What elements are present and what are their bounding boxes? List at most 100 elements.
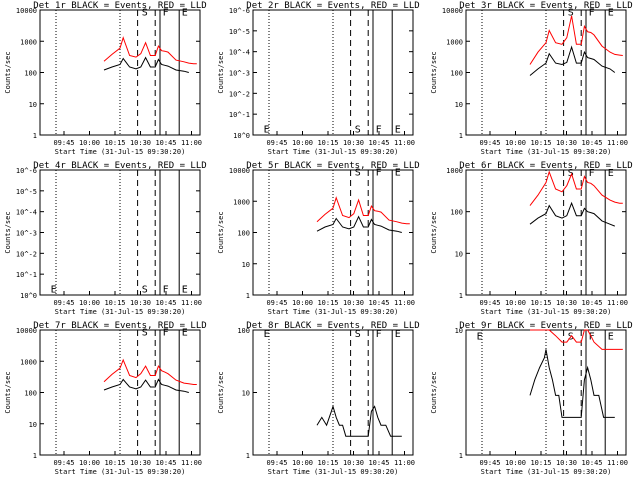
x-tick-label: 10:15 <box>530 459 551 467</box>
x-tick-label: 10:00 <box>79 139 100 147</box>
x-tick-label: 09:45 <box>266 459 287 467</box>
x-tick-label: 10:45 <box>581 459 602 467</box>
x-tick-label: 10:00 <box>292 139 313 147</box>
y-tick-label: 10000 <box>16 7 37 15</box>
marker-label-e: E <box>608 7 614 18</box>
marker-label-e: E <box>395 329 401 340</box>
y-tick-label: 10 <box>242 390 250 398</box>
x-tick-label: 09:45 <box>266 139 287 147</box>
panel-title: Det 1r BLACK = Events, RED = LLD <box>33 1 206 11</box>
y-tick-label: 10 <box>29 101 37 109</box>
series-lld <box>530 329 623 350</box>
x-tick-label: 10:15 <box>317 299 338 307</box>
detector-panel-2: Det 2r BLACK = Events, RED = LLD 10^0 10^-… <box>217 1 420 156</box>
marker-label-f: F <box>163 285 169 296</box>
y-tick-label: 10^-1 <box>229 111 250 119</box>
y-axis-label: Counts/sec <box>217 211 225 253</box>
y-tick-label: 1 <box>459 132 463 140</box>
y-tick-label: 100 <box>24 70 37 78</box>
y-tick-label: 100 <box>237 230 250 238</box>
x-tick-label: 09:45 <box>479 459 500 467</box>
marker-label-e: E <box>608 168 614 179</box>
y-tick-label: 1000 <box>20 358 37 366</box>
x-tick-label: 10:15 <box>317 459 338 467</box>
x-tick-label: 09:45 <box>266 299 287 307</box>
x-tick-label: 10:45 <box>155 459 176 467</box>
y-tick-label: 10^-5 <box>16 188 37 196</box>
x-tick-label: 09:45 <box>53 459 74 467</box>
y-tick-label: 10^-4 <box>229 49 250 57</box>
x-tick-label: 10:30 <box>556 299 577 307</box>
y-tick-label: 100 <box>450 209 463 217</box>
detector-panel-7: Det 7r BLACK = Events, RED = LLD 1 10 100 10… <box>4 321 207 476</box>
x-tick-label: 10:30 <box>556 139 577 147</box>
series-events <box>529 201 615 227</box>
x-axis-label: Start Time (31-Jul-15 09:30:20) <box>55 468 186 476</box>
panel-title: Det 2r BLACK = Events, RED = LLD <box>246 1 419 11</box>
x-tick-label: 10:30 <box>556 459 577 467</box>
panel-title: Det 6r BLACK = Events, RED = LLD <box>459 161 632 171</box>
marker-label-e: E <box>477 332 483 343</box>
marker-label-f: F <box>376 125 382 136</box>
y-tick-label: 1000 <box>233 198 250 206</box>
x-tick-label: 10:30 <box>343 459 364 467</box>
detector-panel-6: Det 6r BLACK = Events, RED = LLD 1 10 100 10… <box>430 161 633 316</box>
detector-panel-4: Det 4r BLACK = Events, RED = LLD 10^0 10^-… <box>4 161 207 316</box>
x-tick-label: 10:30 <box>130 459 151 467</box>
series-lld <box>103 358 197 385</box>
y-tick-label: 1 <box>33 132 37 140</box>
y-tick-label: 10^-5 <box>229 28 250 36</box>
x-tick-label: 11:00 <box>394 459 415 467</box>
marker-label-e: E <box>182 7 188 18</box>
marker-label-s: S <box>355 125 361 136</box>
series-events <box>103 56 189 73</box>
y-tick-label: 10000 <box>16 327 37 335</box>
y-axis-label: Counts/sec <box>430 51 438 93</box>
x-tick-label: 09:45 <box>53 299 74 307</box>
marker-label-f: F <box>163 327 169 338</box>
x-tick-label: 10:15 <box>317 139 338 147</box>
marker-label-s: S <box>568 168 574 179</box>
y-tick-label: 1000 <box>446 38 463 46</box>
x-axis-label: Start Time (31-Jul-15 09:30:20) <box>55 148 186 156</box>
detector-panel-9: Det 9r BLACK = Events, RED = LLD 1 10 Count… <box>430 321 633 476</box>
y-axis-label: Counts/sec <box>4 371 12 413</box>
y-tick-label: 10^0 <box>20 292 37 300</box>
x-axis-label: Start Time (31-Jul-15 09:30:20) <box>268 308 399 316</box>
x-tick-label: 10:15 <box>104 139 125 147</box>
marker-label-e: E <box>51 285 57 296</box>
y-axis-label: Counts/sec <box>430 211 438 253</box>
x-tick-label: 10:45 <box>368 139 389 147</box>
series-lld <box>103 36 197 65</box>
x-axis-label: Start Time (31-Jul-15 09:30:20) <box>268 148 399 156</box>
x-tick-label: 10:45 <box>581 299 602 307</box>
y-tick-label: 10^-1 <box>16 271 37 279</box>
x-tick-label: 10:45 <box>155 139 176 147</box>
y-tick-label: 10 <box>455 327 463 335</box>
x-tick-label: 10:30 <box>343 139 364 147</box>
panel-title: Det 5r BLACK = Events, RED = LLD <box>246 161 419 171</box>
y-tick-label: 10^-4 <box>16 209 37 217</box>
y-tick-label: 1 <box>33 452 37 460</box>
y-tick-label: 10000 <box>229 167 250 175</box>
x-tick-label: 10:00 <box>292 459 313 467</box>
x-tick-label: 11:00 <box>607 459 628 467</box>
x-tick-label: 10:45 <box>581 139 602 147</box>
x-tick-label: 11:00 <box>394 139 415 147</box>
panel-title: Det 4r BLACK = Events, RED = LLD <box>33 161 206 171</box>
x-tick-label: 10:00 <box>79 299 100 307</box>
y-tick-label: 1 <box>246 292 250 300</box>
series-events <box>103 378 189 393</box>
x-tick-label: 10:00 <box>292 299 313 307</box>
y-tick-label: 1 <box>246 452 250 460</box>
x-axis-label: Start Time (31-Jul-15 09:30:20) <box>481 308 612 316</box>
y-axis-label: Counts/sec <box>4 211 12 253</box>
panel-title: Det 9r BLACK = Events, RED = LLD <box>459 321 632 331</box>
x-tick-label: 11:00 <box>181 299 202 307</box>
marker-label-s: S <box>142 327 148 338</box>
marker-label-e: E <box>608 332 614 343</box>
y-tick-label: 100 <box>24 390 37 398</box>
series-lld <box>529 15 623 65</box>
marker-label-f: F <box>376 167 382 178</box>
